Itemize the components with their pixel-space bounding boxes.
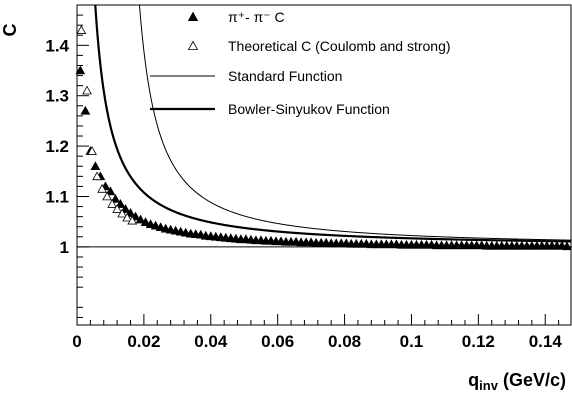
- legend-label: Bowler-Sinyukov Function: [228, 101, 390, 117]
- y-tick-label: 1.4: [45, 36, 69, 55]
- measured-point: [120, 204, 131, 213]
- x-axis-title-unit: (GeV/c): [498, 370, 566, 390]
- measured-point: [115, 199, 126, 208]
- theoretical-point: [97, 183, 107, 193]
- measured-point: [145, 219, 156, 228]
- y-tick-label: 1: [60, 238, 69, 257]
- x-tick-label: 0.14: [529, 332, 563, 351]
- x-tick-label: 0.1: [400, 332, 424, 351]
- y-axis: 1 1.1 1.2 1.3 1.4: [45, 14, 89, 318]
- theoretical-point: [112, 204, 123, 213]
- measured-point: [135, 214, 146, 224]
- measured-point: [155, 222, 166, 231]
- x-tick-label: 0.12: [462, 332, 495, 351]
- standard-function-curve: [138, 5, 572, 241]
- x-tick-label: 0.08: [328, 332, 361, 351]
- legend-label: Theoretical C (Coulomb and strong): [228, 38, 451, 54]
- y-tick-label: 1.2: [45, 137, 69, 156]
- theoretical-point: [76, 25, 87, 34]
- data-points: [75, 25, 572, 251]
- theoretical-point: [122, 212, 133, 222]
- theoretical-point: [87, 146, 97, 155]
- measured-point: [110, 193, 121, 203]
- x-axis-title-main: q: [468, 370, 479, 390]
- theoretical-point: [82, 85, 92, 95]
- measured-point: [90, 161, 101, 171]
- theoretical-point: [117, 208, 128, 218]
- measured-point: [105, 186, 116, 196]
- plot-frame: [76, 4, 572, 326]
- x-axis: 0 0.02 0.04 0.06 0.08 0.1 0.12 0.14: [72, 314, 562, 351]
- legend-label: Standard Function: [228, 68, 342, 84]
- legend: π⁺- π⁻ C Theoretical C (Coulomb and stron…: [150, 9, 451, 117]
- measured-point: [80, 105, 91, 115]
- legend-marker: [187, 40, 199, 50]
- y-tick-label: 1.1: [45, 187, 69, 206]
- x-tick-label: 0.06: [261, 332, 294, 351]
- measured-point: [140, 217, 151, 226]
- measured-point: [125, 208, 136, 217]
- bowler-sinyukov-curve: [94, 5, 572, 243]
- y-tick-label: 1.3: [45, 87, 69, 106]
- theoretical-point: [127, 215, 138, 225]
- x-tick-label: 0.02: [127, 332, 160, 351]
- legend-label: π⁺- π⁻ C: [228, 9, 285, 25]
- measured-point: [150, 220, 161, 230]
- x-tick-label: 0.04: [194, 332, 228, 351]
- measured-point: [75, 65, 86, 75]
- x-axis-title: qinv (GeV/c): [468, 370, 566, 393]
- theoretical-point: [92, 171, 102, 181]
- measured-point: [562, 241, 572, 251]
- y-axis-title: C: [0, 24, 20, 37]
- x-tick-label: 0: [72, 332, 81, 351]
- legend-marker: [187, 11, 199, 22]
- fit-curves: [94, 5, 572, 243]
- theoretical-point: [107, 199, 117, 208]
- x-axis-title-subscript: inv: [479, 378, 499, 393]
- theoretical-point: [102, 191, 112, 201]
